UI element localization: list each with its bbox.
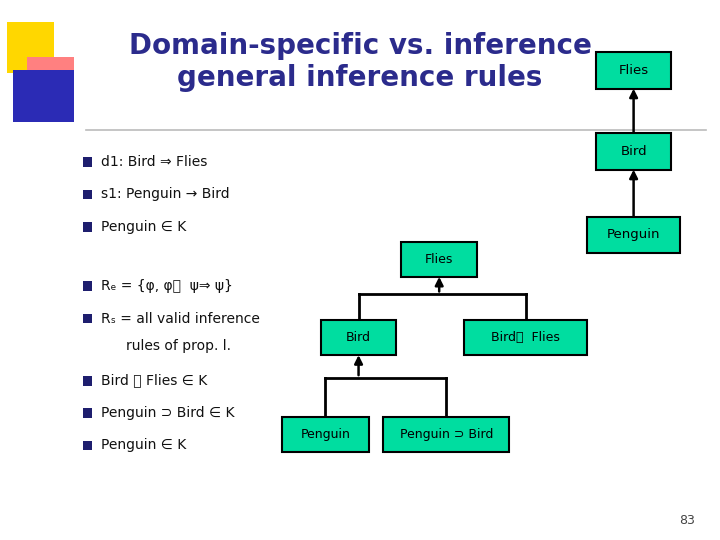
Text: Rₑ = {φ, φ⟟  ψ⇒ ψ}: Rₑ = {φ, φ⟟ ψ⇒ ψ} bbox=[101, 279, 233, 293]
Text: Flies: Flies bbox=[425, 253, 454, 266]
Text: Flies: Flies bbox=[618, 64, 649, 77]
FancyBboxPatch shape bbox=[83, 157, 92, 167]
Text: Penguin ⊃ Bird ∈ K: Penguin ⊃ Bird ∈ K bbox=[101, 406, 234, 420]
Text: Bird ⟟ Flies ∈ K: Bird ⟟ Flies ∈ K bbox=[101, 374, 207, 388]
FancyBboxPatch shape bbox=[402, 241, 477, 276]
FancyBboxPatch shape bbox=[383, 417, 510, 453]
FancyBboxPatch shape bbox=[282, 417, 369, 453]
FancyBboxPatch shape bbox=[83, 190, 92, 199]
FancyBboxPatch shape bbox=[83, 222, 92, 232]
Text: d1: Bird ⇒ Flies: d1: Bird ⇒ Flies bbox=[101, 155, 207, 169]
FancyBboxPatch shape bbox=[596, 133, 671, 170]
Text: Bird: Bird bbox=[346, 331, 371, 344]
FancyBboxPatch shape bbox=[464, 320, 587, 355]
Text: s1: Penguin → Bird: s1: Penguin → Bird bbox=[101, 187, 230, 201]
Text: Bird⟟  Flies: Bird⟟ Flies bbox=[491, 331, 560, 344]
Text: Penguin ∈ K: Penguin ∈ K bbox=[101, 220, 186, 234]
Text: Bird: Bird bbox=[621, 145, 647, 158]
FancyBboxPatch shape bbox=[596, 52, 671, 89]
Text: Domain-specific vs. inference: Domain-specific vs. inference bbox=[129, 32, 591, 60]
FancyBboxPatch shape bbox=[83, 376, 92, 386]
FancyBboxPatch shape bbox=[83, 408, 92, 418]
FancyBboxPatch shape bbox=[321, 320, 396, 355]
FancyBboxPatch shape bbox=[587, 217, 680, 253]
Text: Penguin ⊃ Bird: Penguin ⊃ Bird bbox=[400, 428, 493, 441]
FancyBboxPatch shape bbox=[27, 57, 74, 97]
Text: Rₛ = all valid inference: Rₛ = all valid inference bbox=[101, 312, 260, 326]
FancyBboxPatch shape bbox=[13, 70, 74, 122]
Text: Penguin: Penguin bbox=[607, 228, 660, 241]
Text: rules of prop. l.: rules of prop. l. bbox=[126, 339, 231, 353]
Text: general inference rules: general inference rules bbox=[177, 64, 543, 92]
FancyBboxPatch shape bbox=[83, 441, 92, 450]
Text: 83: 83 bbox=[679, 514, 695, 526]
Text: Penguin ∈ K: Penguin ∈ K bbox=[101, 438, 186, 453]
FancyBboxPatch shape bbox=[83, 281, 92, 291]
FancyBboxPatch shape bbox=[7, 22, 54, 73]
FancyBboxPatch shape bbox=[83, 314, 92, 323]
Text: Penguin: Penguin bbox=[300, 428, 351, 441]
